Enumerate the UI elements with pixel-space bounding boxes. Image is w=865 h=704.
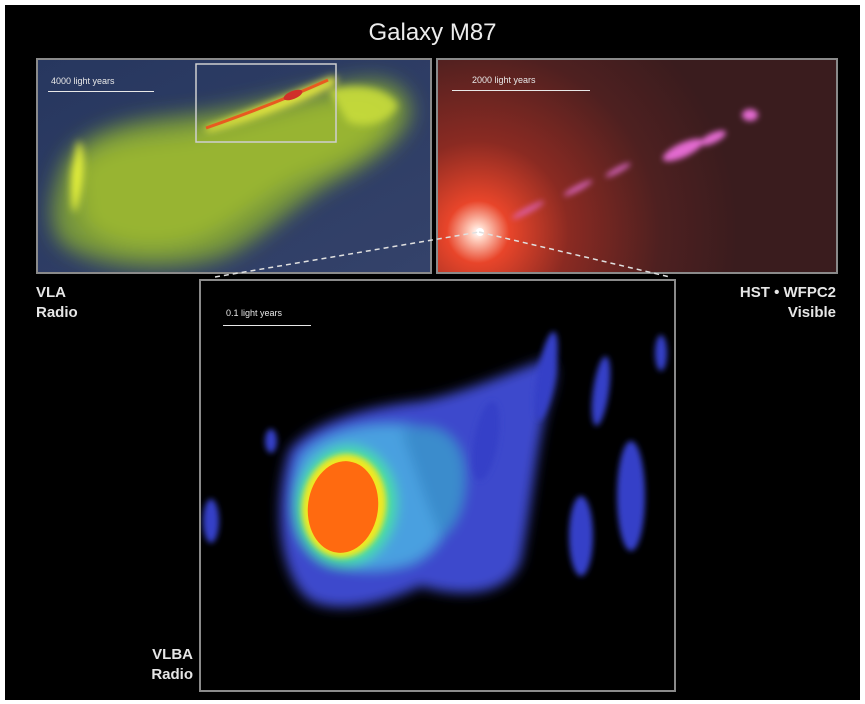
hst-band: Visible [787,304,836,321]
connector-line-right [478,231,671,278]
hst-label: HST • WFPC2 Visible [664,283,836,323]
figure-title: Galaxy M87 [368,19,497,46]
vla-scale-label: 4000 light years [51,76,115,86]
vlba-scale-label: 0.1 light years [226,308,283,318]
zoom-box [195,63,337,143]
vla-radio-panel: 4000 light years [36,58,432,274]
vlba-label: VLBA Radio [105,645,193,685]
vla-scale-bar [48,91,154,92]
hst-visible-panel: 2000 light years [436,58,838,274]
vla-label: VLA Radio [36,283,78,323]
connector-lines [214,231,671,278]
vla-instrument: VLA [36,284,66,301]
vlba-instrument: VLBA [152,646,193,663]
hst-instrument: HST • WFPC2 [739,284,836,301]
hst-scale-bar [452,90,590,91]
connector-line-left [214,231,480,278]
vla-band: Radio [36,304,78,321]
vlba-scale-bar [223,325,311,326]
hst-scale-label: 2000 light years [472,75,536,85]
vlba-band: Radio [151,666,193,683]
vla-radio-image [38,60,430,272]
vlba-radio-image [203,331,667,608]
vlba-radio-panel: 0.1 light years [199,279,676,692]
hst-visible-image [438,60,836,272]
figure-canvas: Galaxy M87 [5,5,860,700]
